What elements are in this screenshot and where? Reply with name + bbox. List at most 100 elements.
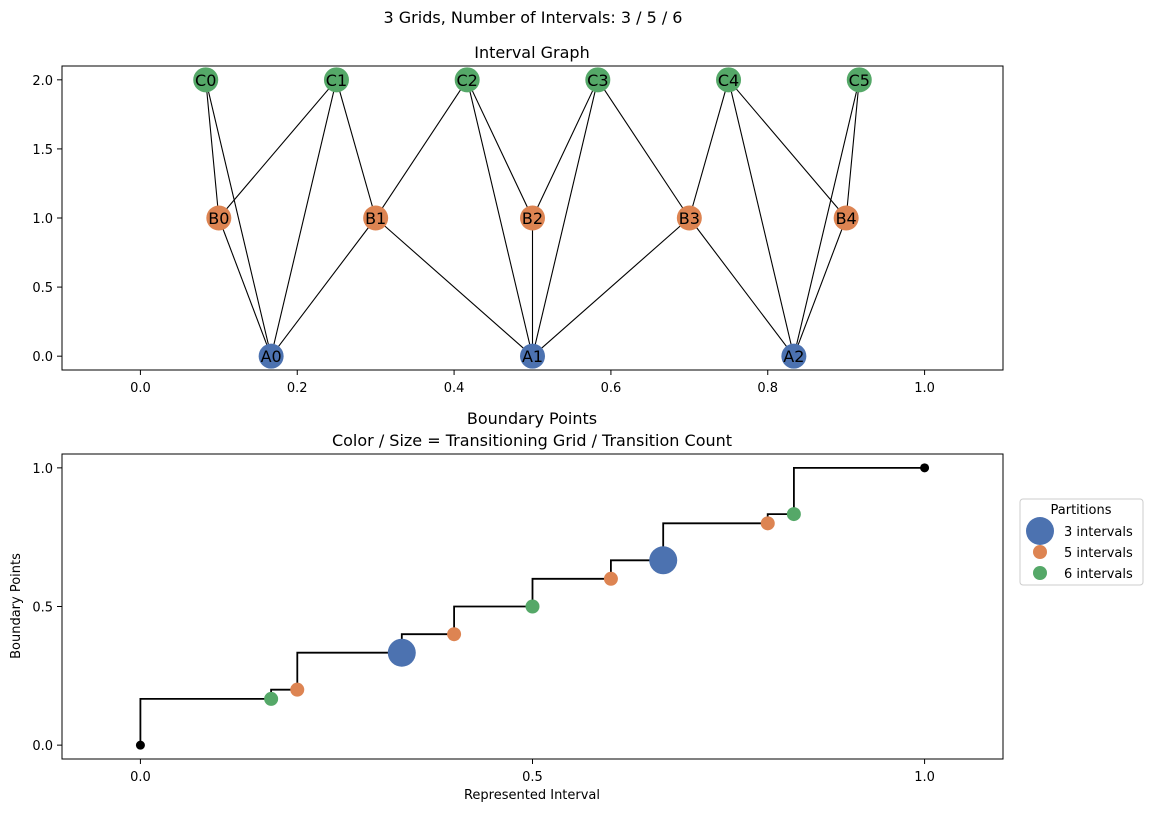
x-tick-label: 0.6: [601, 381, 622, 396]
x-tick-label: 0.0: [130, 770, 151, 785]
y-tick-label: 0.0: [32, 350, 53, 365]
node-label: C3: [587, 71, 608, 90]
graph-edge: [793, 217, 847, 357]
legend-label: 3 intervals: [1064, 525, 1133, 540]
legend-marker: [1033, 566, 1047, 580]
graph-node: [781, 343, 807, 369]
y-tick-label: 2.0: [32, 74, 53, 89]
graph-edge: [270, 217, 377, 357]
graph-node: [258, 343, 284, 369]
plot-frame: [61, 65, 1004, 371]
graph-edge: [728, 79, 795, 357]
x-tick-label: 0.4: [444, 381, 465, 396]
endpoint-marker: [920, 463, 930, 473]
interval-graph-chart: Interval Graph A0 A1 A2 B0 B1 B2 B3 B4 C0 C1 C2 C3 C…: [32, 43, 1004, 396]
graph-edge: [597, 79, 690, 219]
scatter-point: [525, 599, 540, 614]
graph-edge: [205, 79, 220, 219]
legend-box: [1019, 498, 1144, 586]
scatter-point: [447, 627, 462, 642]
graph-node: [676, 205, 702, 231]
graph-edge: [688, 217, 795, 357]
graph-edge: [532, 79, 599, 219]
x-axis-label: Represented Interval: [464, 788, 600, 803]
graph-edge: [375, 217, 533, 357]
node-label: C2: [456, 71, 477, 90]
x-tick-label: 0.8: [757, 381, 778, 396]
scatter-point: [290, 682, 305, 697]
chart-title: Interval Graph: [474, 43, 589, 62]
graph-edge: [335, 79, 377, 219]
graph-edge: [532, 217, 690, 357]
graph-node: [846, 67, 872, 93]
scatter-point: [786, 507, 801, 522]
legend-label: 5 intervals: [1064, 546, 1133, 561]
node-label: C5: [849, 71, 870, 90]
graph-edge: [218, 79, 337, 219]
graph-edge: [466, 79, 533, 219]
node-label: B0: [208, 209, 229, 228]
plot-frame: [61, 453, 1004, 760]
axis-ticks: 0.0 0.2 0.4 0.6 0.8 1.0 0.0 0.5 1.0 1.5 2.0: [32, 74, 935, 396]
y-tick-label: 0.0: [32, 739, 53, 754]
legend-title: Partitions: [1051, 503, 1112, 518]
chart-title-line-1: Boundary Points: [467, 409, 597, 428]
graph-edge: [845, 79, 860, 219]
y-tick-label: 1.5: [32, 143, 53, 158]
chart-title-line-2: Color / Size = Transitioning Grid / Tran…: [332, 431, 732, 450]
x-tick-label: 0.0: [130, 381, 151, 396]
scatter-point: [603, 571, 618, 586]
scatter-points: [135, 463, 930, 750]
graph-edge: [205, 79, 272, 357]
graph-edge: [375, 79, 468, 219]
legend: Partitions 3 intervals 5 intervals 6 inter…: [1019, 498, 1144, 586]
graph-node: [193, 67, 219, 93]
graph-node: [323, 67, 349, 93]
node-label: C4: [718, 71, 739, 90]
graph-node: [454, 67, 480, 93]
graph-nodes: A0 A1 A2 B0 B1 B2 B3 B4 C0 C1 C2 C3 C4 C5: [193, 67, 872, 369]
x-tick-label: 1.0: [914, 770, 935, 785]
node-label: B3: [679, 209, 700, 228]
x-tick-label: 0.5: [522, 770, 543, 785]
scatter-point: [649, 546, 678, 575]
endpoint-marker: [135, 740, 145, 750]
axis-ticks: 0.0 0.5 1.0 0.0 0.5 1.0: [32, 462, 935, 785]
scatter-point: [387, 638, 416, 667]
scatter-point: [760, 516, 775, 531]
boundary-points-chart: Boundary Points Color / Size = Transitio…: [9, 409, 1144, 803]
graph-edge: [531, 79, 599, 357]
node-label: A0: [261, 347, 282, 366]
node-label: B1: [365, 209, 386, 228]
legend-entries: 3 intervals 5 intervals 6 intervals: [1026, 517, 1133, 582]
graph-node: [520, 343, 545, 369]
node-label: A1: [522, 347, 543, 366]
y-tick-label: 1.0: [32, 462, 53, 477]
node-label: C1: [326, 71, 347, 90]
suptitle: 3 Grids, Number of Intervals: 3 / 5 / 6: [384, 8, 683, 27]
graph-node: [585, 67, 611, 93]
node-label: C0: [195, 71, 216, 90]
graph-edge: [218, 217, 272, 357]
x-tick-label: 1.0: [914, 381, 935, 396]
graph-edge: [688, 79, 730, 219]
graph-node: [206, 205, 232, 231]
y-tick-label: 1.0: [32, 212, 53, 227]
graph-edge: [466, 79, 534, 357]
graph-edge: [270, 79, 337, 357]
scatter-point: [264, 691, 279, 706]
legend-marker: [1033, 545, 1047, 559]
node-label: A2: [783, 347, 804, 366]
x-tick-label: 0.2: [287, 381, 308, 396]
graph-edge: [793, 79, 860, 357]
y-tick-label: 0.5: [32, 281, 53, 296]
node-label: B4: [836, 209, 857, 228]
legend-marker: [1026, 517, 1054, 545]
graph-node: [520, 205, 545, 231]
graph-node: [833, 205, 859, 231]
y-tick-label: 0.5: [32, 601, 53, 616]
graph-edges: [205, 79, 860, 357]
node-label: B2: [522, 209, 543, 228]
legend-label: 6 intervals: [1064, 567, 1133, 582]
